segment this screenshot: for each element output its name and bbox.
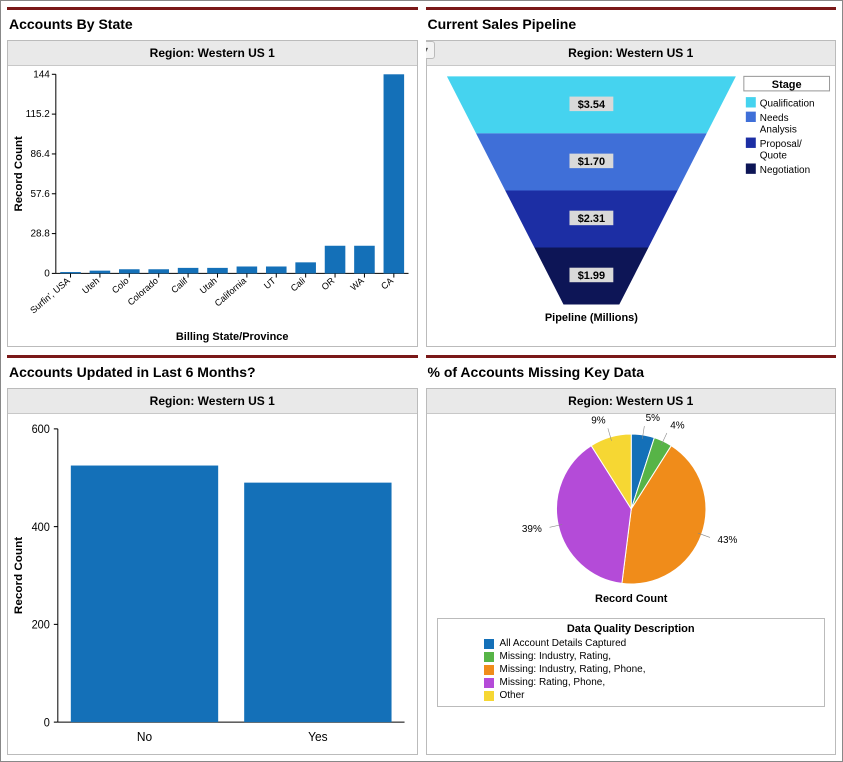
- legend-label: Missing: Industry, Rating, Phone,: [500, 664, 646, 675]
- legend-label: Missing: Rating, Phone,: [500, 677, 606, 688]
- panel-accounts-updated: Accounts Updated in Last 6 Months? Regio…: [7, 355, 418, 755]
- svg-text:39%: 39%: [521, 524, 541, 535]
- svg-text:600: 600: [32, 424, 50, 436]
- svg-text:Analysis: Analysis: [759, 124, 796, 135]
- svg-text:200: 200: [32, 619, 50, 631]
- svg-text:144: 144: [33, 69, 50, 80]
- chart-accounts-updated[interactable]: 0 200 400 600 No Yes Record Count: [8, 414, 417, 754]
- legend-swatch: [484, 665, 494, 675]
- svg-text:Qualification: Qualification: [759, 98, 814, 109]
- svg-text:CA: CA: [379, 275, 396, 292]
- legend-item: Missing: Rating, Phone,: [444, 676, 819, 689]
- panel-body: ▼ Region: Western US 1 $3.54 $1.70 $2.31 $1…: [426, 40, 837, 347]
- svg-text:No: No: [137, 730, 152, 744]
- panel-subheader: Region: Western US 1: [8, 389, 417, 414]
- svg-text:Record Count: Record Count: [13, 537, 25, 614]
- panel-title: % of Accounts Missing Key Data: [426, 358, 837, 388]
- svg-text:5%: 5%: [645, 414, 660, 424]
- svg-text:57.6: 57.6: [30, 189, 50, 200]
- svg-text:WA: WA: [349, 275, 367, 293]
- svg-text:115.2: 115.2: [26, 109, 51, 120]
- svg-text:Pipeline (Millions): Pipeline (Millions): [544, 312, 637, 324]
- legend-item: Missing: Industry, Rating, Phone,: [444, 663, 819, 676]
- svg-text:Utah: Utah: [198, 275, 219, 295]
- svg-text:9%: 9%: [591, 416, 606, 427]
- panel-accounts-by-state: Accounts By State Region: Western US 1 0…: [7, 7, 418, 347]
- legend-item: Missing: Industry, Rating,: [444, 650, 819, 663]
- panel-body: Region: Western US 1 5% 4% 43% 39% 9% Record …: [426, 388, 837, 755]
- panel-sales-pipeline: Current Sales Pipeline ▼ Region: Western…: [426, 7, 837, 347]
- panel-title: Accounts Updated in Last 6 Months?: [7, 358, 418, 388]
- panel-title: Accounts By State: [7, 10, 418, 40]
- svg-text:Colorado: Colorado: [126, 275, 160, 307]
- svg-text:4%: 4%: [670, 421, 685, 432]
- svg-text:Yes: Yes: [308, 730, 327, 744]
- svg-text:$2.31: $2.31: [577, 213, 604, 225]
- svg-text:California: California: [213, 275, 249, 309]
- panel-missing-key-data: % of Accounts Missing Key Data Region: W…: [426, 355, 837, 755]
- data-quality-legend: Data Quality Description All Account Det…: [437, 618, 826, 707]
- svg-text:Cali: Cali: [289, 275, 307, 293]
- legend-title: Data Quality Description: [444, 623, 819, 635]
- legend-label: All Account Details Captured: [500, 638, 627, 649]
- svg-text:400: 400: [32, 522, 50, 534]
- legend-swatch: [484, 678, 494, 688]
- svg-text:OR: OR: [320, 275, 337, 292]
- svg-text:0: 0: [44, 268, 50, 279]
- svg-text:Negotiation: Negotiation: [759, 165, 809, 176]
- legend-swatch: [484, 652, 494, 662]
- panel-body: Region: Western US 1 0 28.8 57.6 86.4 115.2 1…: [7, 40, 418, 347]
- svg-text:0: 0: [44, 717, 50, 729]
- legend-item: All Account Details Captured: [444, 637, 819, 650]
- legend-swatch: [484, 691, 494, 701]
- svg-text:Needs: Needs: [759, 113, 788, 124]
- chart-pie[interactable]: 5% 4% 43% 39% 9% Record Count: [427, 414, 836, 614]
- svg-text:$1.70: $1.70: [577, 156, 604, 168]
- svg-text:Surfin', USA: Surfin', USA: [28, 275, 72, 316]
- dropdown-icon[interactable]: ▼: [426, 41, 435, 59]
- legend-label: Other: [500, 690, 525, 701]
- svg-text:Record Count: Record Count: [595, 593, 668, 605]
- svg-text:28.8: 28.8: [30, 229, 50, 240]
- legend-swatch: [484, 639, 494, 649]
- svg-text:Quote: Quote: [759, 150, 786, 161]
- panel-subheader: Region: Western US 1: [8, 41, 417, 66]
- svg-text:Proposal/: Proposal/: [759, 139, 801, 150]
- svg-text:$3.54: $3.54: [577, 99, 605, 111]
- svg-text:UT: UT: [262, 275, 278, 291]
- svg-text:Billing State/Province: Billing State/Province: [176, 331, 289, 343]
- svg-text:Stage: Stage: [771, 79, 801, 91]
- panel-subheader: Region: Western US 1: [427, 389, 836, 414]
- svg-text:Record Count: Record Count: [13, 136, 25, 212]
- chart-accounts-by-state[interactable]: 0 28.8 57.6 86.4 115.2 144 Surfin', USA Uteh Col…: [8, 66, 417, 346]
- svg-text:86.4: 86.4: [30, 149, 50, 160]
- panel-title: Current Sales Pipeline: [426, 10, 837, 40]
- svg-text:Uteh: Uteh: [80, 275, 101, 295]
- svg-text:43%: 43%: [717, 535, 737, 546]
- svg-text:Calif: Calif: [169, 275, 189, 295]
- chart-funnel[interactable]: $3.54 $1.70 $2.31 $1.99 Pipeline (Millions) S…: [427, 66, 836, 346]
- svg-text:$1.99: $1.99: [577, 270, 604, 282]
- panel-body: Region: Western US 1 0 200 400 600 No Yes Reco…: [7, 388, 418, 755]
- svg-text:Colo: Colo: [110, 275, 130, 295]
- panel-subheader: Region: Western US 1: [427, 41, 836, 66]
- legend-item: Other: [444, 689, 819, 702]
- legend-label: Missing: Industry, Rating,: [500, 651, 612, 662]
